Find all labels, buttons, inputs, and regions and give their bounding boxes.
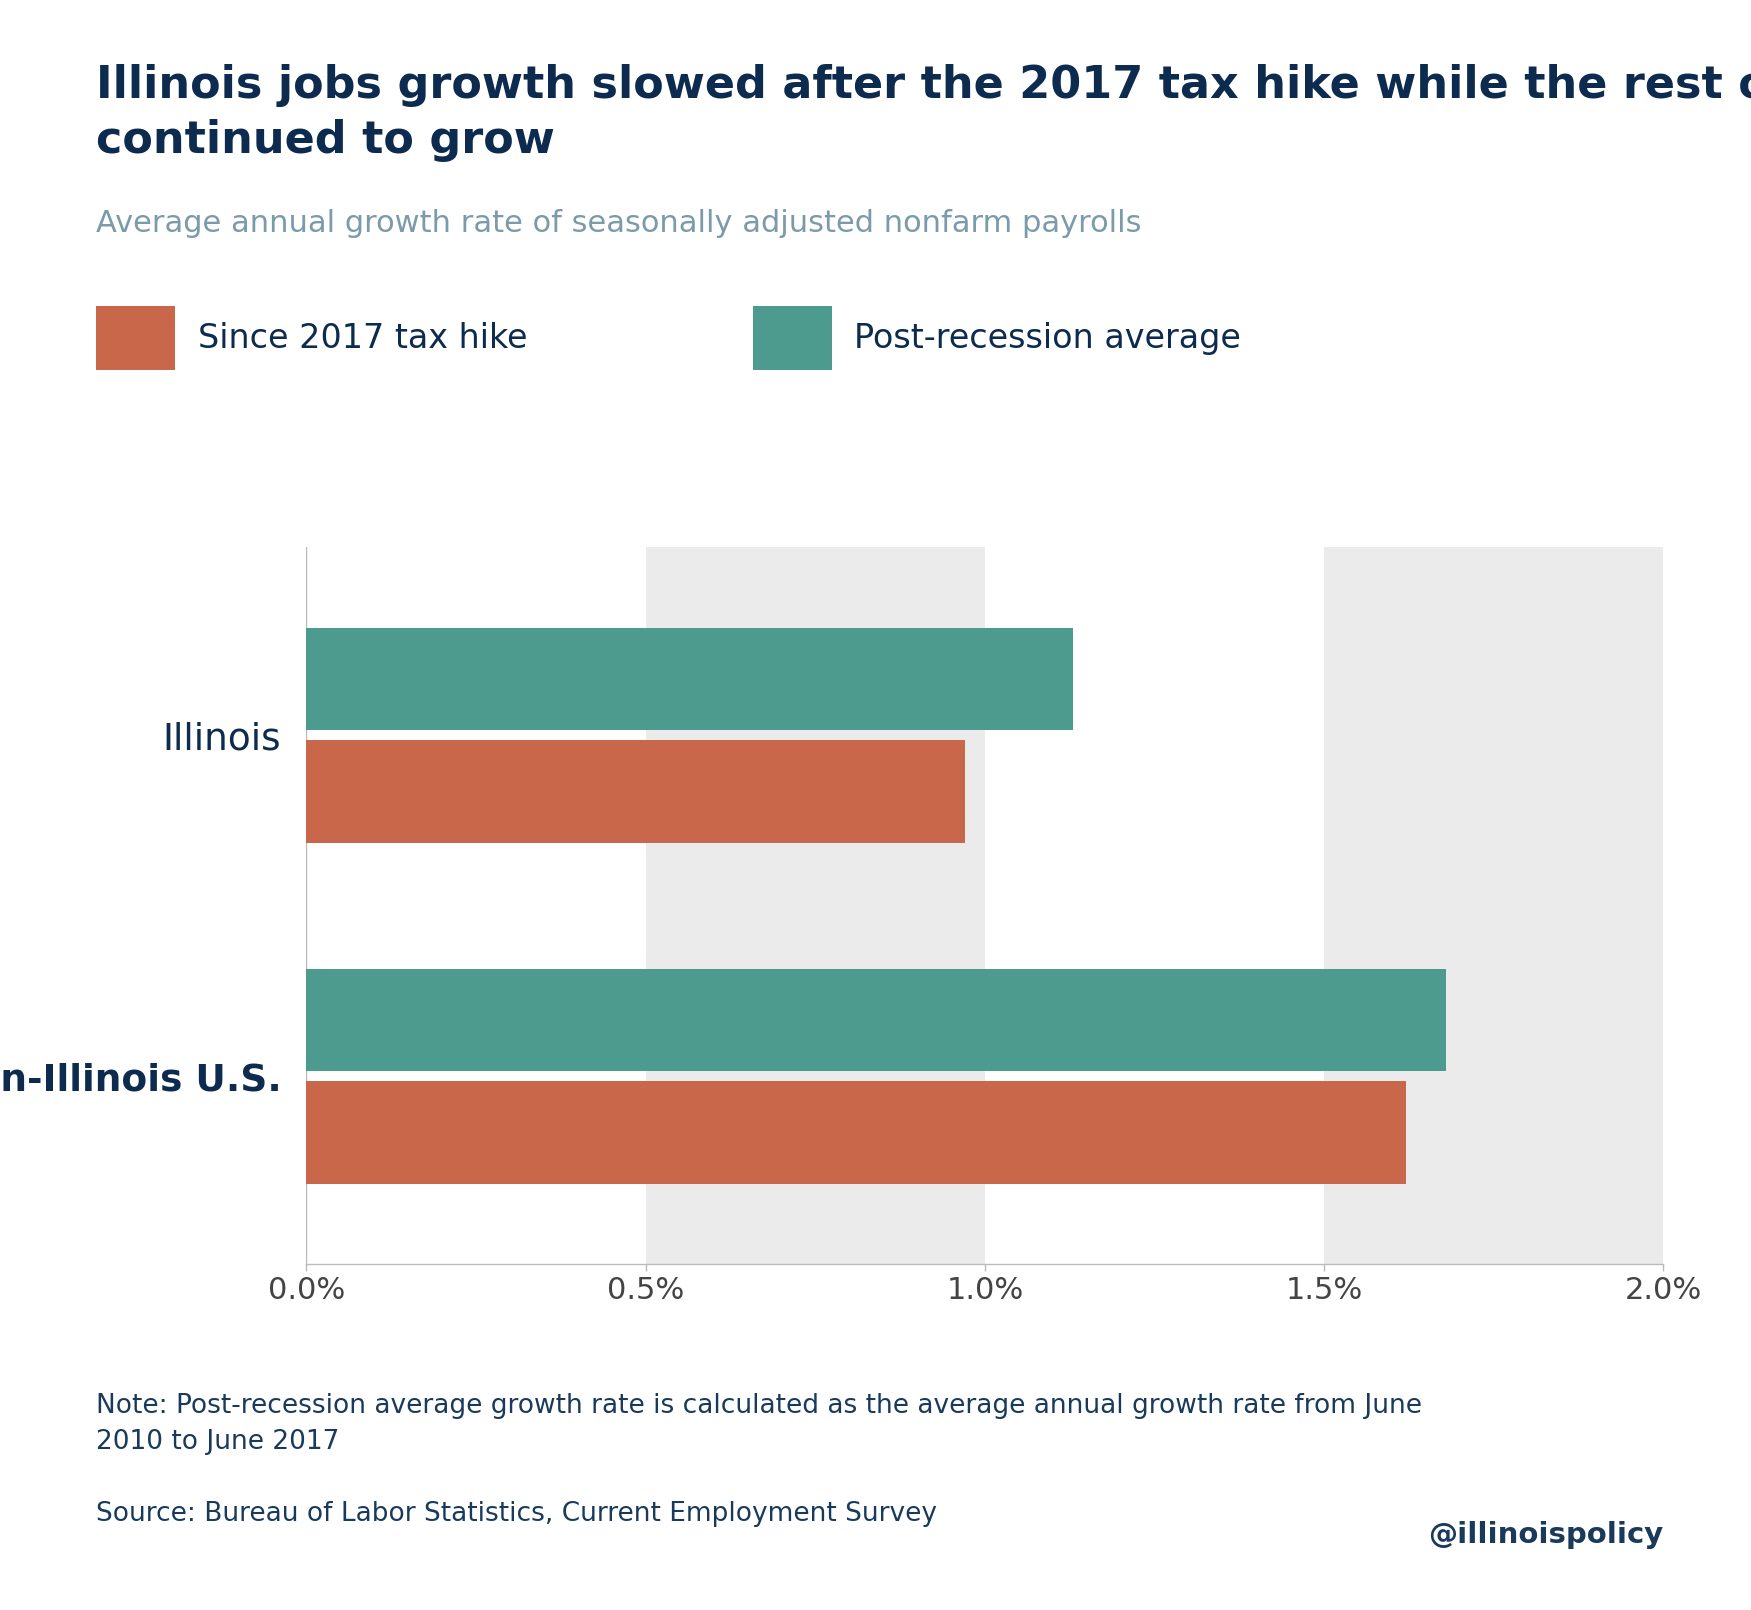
Bar: [306, 969, 1446, 1071]
Bar: [306, 628, 1073, 729]
Text: Post-recession average: Post-recession average: [854, 322, 1241, 354]
Text: Note: Post-recession average growth rate is calculated as the average annual gro: Note: Post-recession average growth rate…: [96, 1393, 1422, 1455]
Text: Average annual growth rate of seasonally adjusted nonfarm payrolls: Average annual growth rate of seasonally…: [96, 209, 1142, 238]
Bar: [646, 547, 984, 1264]
Bar: [1324, 547, 1663, 1264]
Text: @illinoispolicy: @illinoispolicy: [1429, 1521, 1663, 1549]
Text: Since 2017 tax hike: Since 2017 tax hike: [198, 322, 527, 354]
Text: Source: Bureau of Labor Statistics, Current Employment Survey: Source: Bureau of Labor Statistics, Curr…: [96, 1501, 937, 1526]
Bar: [306, 1082, 1406, 1183]
Bar: [306, 741, 965, 842]
Text: Illinois jobs growth slowed after the 2017 tax hike while the rest of the nation: Illinois jobs growth slowed after the 20…: [96, 64, 1751, 163]
